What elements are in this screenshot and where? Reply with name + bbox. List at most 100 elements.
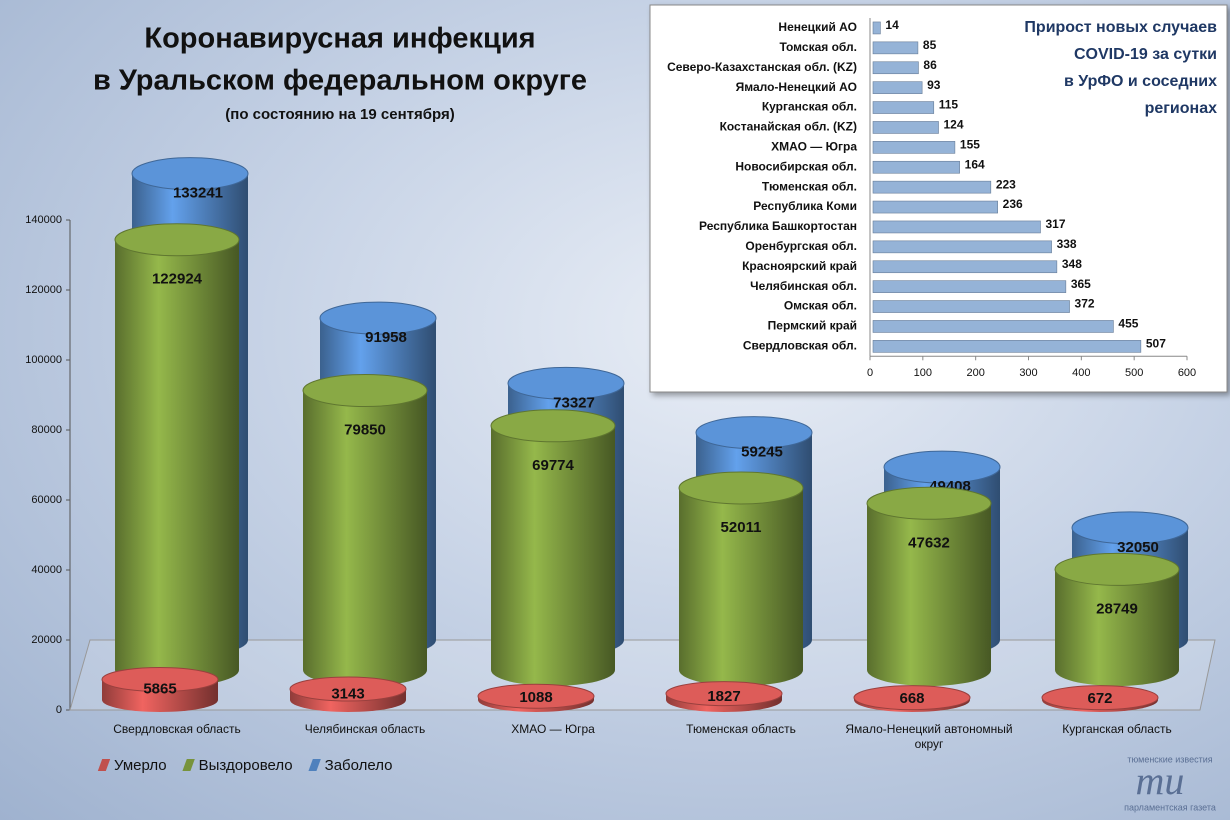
cylinder-body: [115, 239, 239, 671]
cylinder: [665, 681, 783, 712]
value-label: 155: [960, 138, 980, 152]
cylinder-top: [490, 409, 616, 443]
cylinder: [853, 685, 971, 712]
value-label: 1088: [519, 689, 552, 706]
y-tick-label: Республика Коми: [753, 199, 857, 213]
cylinder-top: [678, 471, 804, 505]
value-label: 122924: [152, 271, 203, 288]
cylinder-body: [679, 487, 803, 670]
cylinder: [678, 471, 804, 686]
cylinder-top: [131, 157, 249, 191]
bar: [872, 121, 939, 134]
y-tick-label: 40000: [31, 564, 62, 576]
y-tick-label: Тюменская обл.: [762, 179, 857, 193]
cylinder: [866, 486, 992, 686]
value-label: 32050: [1117, 539, 1159, 556]
x-tick-label: 0: [867, 367, 873, 379]
chart-title: в Уральском федеральном округе: [93, 65, 587, 97]
value-label: 348: [1062, 257, 1082, 271]
value-label: 79850: [344, 421, 386, 438]
y-tick-label: ХМАО — Югра: [771, 140, 857, 154]
value-label: 1827: [707, 688, 740, 705]
legend-swatch: [308, 759, 321, 771]
cylinder-top: [289, 676, 407, 702]
x-tick-label: 300: [1019, 367, 1037, 379]
y-tick-label: 80000: [31, 424, 62, 436]
bar: [872, 220, 1041, 234]
y-tick-label: Томская обл.: [779, 40, 857, 54]
y-tick-label: Красноярский край: [742, 259, 857, 273]
cylinder: [477, 683, 595, 712]
value-label: 124: [944, 118, 964, 132]
value-label: 223: [996, 177, 1016, 191]
chart-subtitle: (по состоянию на 19 сентября): [225, 106, 454, 123]
x-tick-label: ХМАО — Югра: [511, 722, 595, 736]
y-tick-label: 0: [56, 704, 62, 716]
x-tick-label: Курганская область: [1062, 722, 1172, 736]
y-tick-label: 100000: [25, 354, 62, 366]
x-tick-label: Ямало-Ненецкий автономный округ: [845, 722, 1013, 751]
cylinder-top: [507, 366, 625, 400]
value-label: 86: [923, 58, 937, 72]
y-tick-label: Ямало-Ненецкий АО: [736, 80, 857, 94]
inset-title: в УрФО и соседних: [1064, 73, 1217, 90]
cylinder-body: [867, 503, 991, 670]
cylinder: [1041, 685, 1159, 712]
y-tick-label: Северо-Казахстанская обл. (KZ): [667, 60, 857, 74]
cylinder-top: [302, 374, 428, 408]
value-label: 3143: [331, 685, 364, 702]
value-label: 85: [923, 38, 937, 52]
inset-title: регионах: [1145, 100, 1218, 117]
chart-title: Коронавирусная инфекция: [144, 23, 535, 55]
cylinder: [302, 374, 428, 686]
y-tick-label: Пермский край: [768, 319, 857, 333]
legend-label: Заболело: [325, 757, 393, 774]
bar: [872, 280, 1067, 293]
value-label: 668: [899, 690, 924, 707]
inset-title: COVID-19 за сутки: [1074, 46, 1217, 63]
bar: [872, 300, 1070, 313]
bar: [872, 41, 919, 55]
y-tick-label: Омская обл.: [784, 299, 857, 313]
value-label: 317: [1045, 217, 1065, 231]
bar: [872, 340, 1142, 353]
bar: [872, 21, 881, 35]
bar: [872, 160, 960, 174]
x-tick-label: 400: [1072, 367, 1090, 379]
cylinder-top: [866, 486, 992, 520]
x-tick-label: Челябинская область: [304, 722, 426, 736]
value-label: 52011: [721, 519, 762, 536]
x-tick-label: Свердловская область: [113, 722, 241, 736]
cylinder: [490, 409, 616, 686]
cylinder: [289, 676, 407, 712]
x-tick-label: 500: [1125, 367, 1143, 379]
value-label: 455: [1118, 317, 1138, 331]
cylinder: [114, 223, 240, 686]
x-tick-label: Тюменская область: [686, 722, 796, 736]
y-tick-label: Новосибирская обл.: [735, 159, 857, 173]
cylinder-top: [695, 416, 813, 450]
y-tick-label: 20000: [31, 634, 62, 646]
bar: [872, 61, 919, 75]
cylinder-top: [1071, 511, 1189, 545]
legend-swatch: [182, 759, 195, 771]
bar: [872, 101, 935, 114]
bar: [872, 260, 1058, 274]
bar: [872, 180, 992, 194]
logo-text: тюменские известия: [1127, 754, 1212, 764]
x-tick-label: 100: [914, 367, 932, 379]
cylinder-top: [1054, 552, 1180, 586]
value-label: 365: [1071, 277, 1091, 291]
y-tick-label: 140000: [25, 214, 62, 226]
y-tick-label: Республика Башкортостан: [699, 219, 857, 233]
value-label: 672: [1087, 690, 1112, 707]
logo-mark: ти: [1136, 758, 1185, 803]
value-label: 14: [885, 18, 899, 32]
value-label: 338: [1057, 237, 1077, 251]
cylinder-top: [319, 301, 437, 335]
cylinder: [1054, 552, 1180, 686]
cylinder-top: [101, 666, 219, 692]
y-tick-label: Костанайская обл. (KZ): [720, 120, 857, 134]
cylinder-body: [303, 390, 427, 670]
value-label: 507: [1146, 337, 1166, 351]
